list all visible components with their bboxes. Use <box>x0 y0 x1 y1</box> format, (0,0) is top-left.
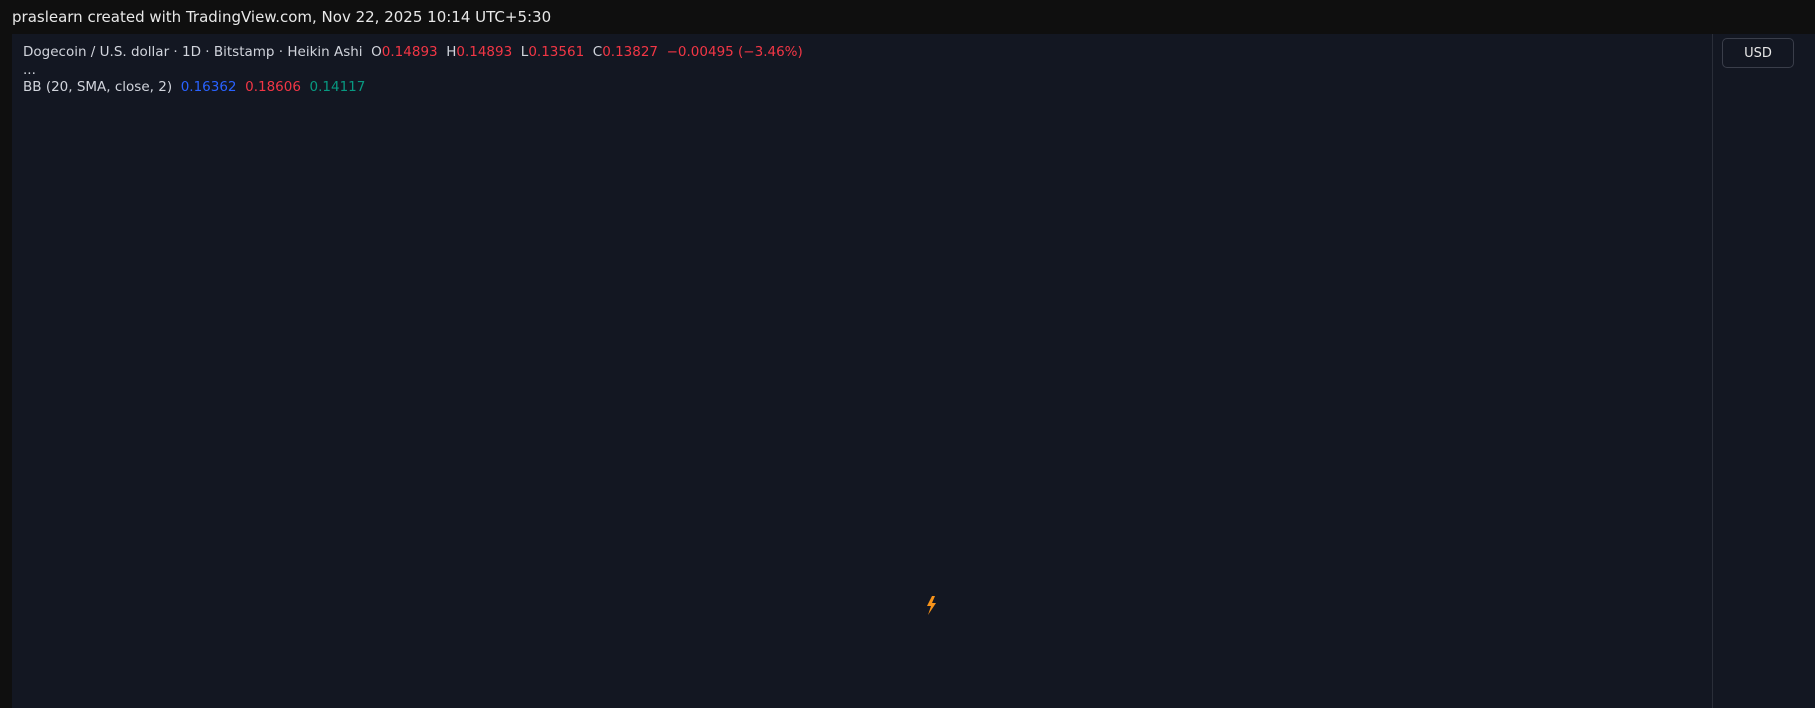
plot-bg <box>12 34 1712 708</box>
chart <box>12 34 1815 708</box>
attribution: praslearn created with TradingView.com, … <box>12 8 552 26</box>
ohlc-label: L <box>520 44 529 60</box>
indicator-row: BB (20, SMA, close, 2) 0.16362 0.18606 0… <box>23 77 803 98</box>
ohlc-label: H <box>446 44 457 60</box>
change: −0.00495 (−3.46%) <box>666 44 803 60</box>
indicator-value: 0.14117 <box>309 79 366 95</box>
event-icon <box>927 596 936 615</box>
ohlc-value: 0.13827 <box>602 44 659 60</box>
currency-button[interactable]: USD <box>1722 38 1794 68</box>
ohlc-label: O <box>371 44 382 60</box>
indicator-value: 0.16362 <box>180 79 237 95</box>
price-axis-bg <box>1712 34 1815 708</box>
ohlc-value: 0.13561 <box>528 44 585 60</box>
symbol-title: Dogecoin / U.S. dollar · 1D · Bitstamp ·… <box>23 44 363 60</box>
top-bar: praslearn created with TradingView.com, … <box>0 0 1815 34</box>
indicator-value: 0.18606 <box>245 79 301 95</box>
legend-row: Dogecoin / U.S. dollar · 1D · Bitstamp ·… <box>23 42 803 63</box>
ohlc-value: 0.14893 <box>456 44 513 60</box>
indicator-name: BB (20, SMA, close, 2) <box>23 79 173 95</box>
legend: Dogecoin / U.S. dollar · 1D · Bitstamp ·… <box>23 42 803 98</box>
ohlc-value: 0.14893 <box>381 44 438 60</box>
more[interactable]: ... <box>23 62 36 78</box>
ohlc-label: C <box>592 44 603 60</box>
